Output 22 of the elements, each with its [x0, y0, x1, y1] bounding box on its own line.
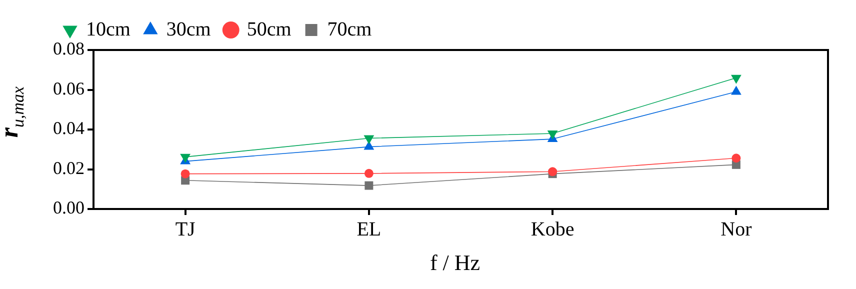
point [364, 168, 374, 178]
x-tick-label: TJ [175, 218, 196, 240]
point [548, 167, 558, 176]
x-tick-label: Kobe [530, 218, 574, 240]
y-tick-label: 0.00 [53, 198, 84, 218]
point [732, 154, 741, 163]
point [547, 130, 558, 140]
y-tick-label: 0.06 [53, 78, 84, 98]
legend-label: 70cm [327, 18, 372, 40]
x-axis-title: f / Hz [430, 250, 480, 276]
x-tick-label: EL [356, 218, 382, 240]
y-tick-label: 0.08 [53, 38, 84, 59]
point [730, 74, 742, 84]
legend-label: 50cm [246, 18, 292, 40]
point [180, 169, 190, 178]
legend-label: 10cm [86, 18, 131, 40]
x-tick-label: Nor [720, 218, 752, 240]
legend-label: 30cm [166, 18, 212, 40]
y-tick-label: 0.04 [53, 118, 84, 138]
y-tick-label: 0.02 [53, 158, 84, 178]
point [364, 181, 374, 190]
point [364, 135, 374, 144]
